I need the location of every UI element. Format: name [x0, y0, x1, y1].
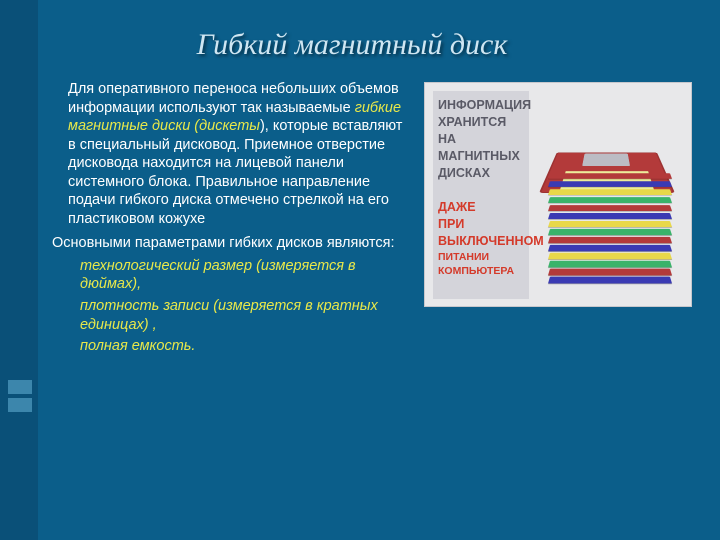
p1-post: ), которые вставляют в специальный диско…	[68, 118, 402, 227]
cap-l8: ПИТАНИИ КОМПЬЮТЕРА	[438, 250, 524, 278]
main-area: Гибкий магнитный диск Для оперативного п…	[38, 0, 720, 540]
rail-accent-1	[8, 380, 32, 394]
slide: Гибкий магнитный диск Для оперативного п…	[0, 0, 720, 540]
cap-l1: ИНФОРМАЦИЯ	[438, 97, 524, 114]
paragraph-1: Для оперативного переноса небольших объе…	[52, 80, 406, 228]
p1-pre: Для оперативного переноса небольших объе…	[68, 81, 399, 116]
floppy-stack-icon	[531, 89, 681, 299]
stacked-disk-icon	[548, 261, 672, 268]
stacked-disk-icon	[548, 269, 672, 276]
param-1: технологический размер (измеряется в дюй…	[80, 257, 406, 294]
stacked-disk-icon	[548, 173, 672, 178]
param-list: технологический размер (измеряется в дюй…	[52, 257, 406, 356]
cap-l3: МАГНИТНЫХ	[438, 148, 524, 165]
illustration: ИНФОРМАЦИЯ ХРАНИТСЯ НА МАГНИТНЫХ ДИСКАХ …	[424, 82, 692, 307]
cap-l4: ДИСКАХ	[438, 165, 524, 182]
stacked-disk-icon	[548, 237, 672, 243]
paragraph-2: Основными параметрами гибких дисков явля…	[52, 234, 406, 253]
cap-l2: ХРАНИТСЯ НА	[438, 114, 524, 148]
cap-l7: ВЫКЛЮЧЕННОМ	[438, 233, 524, 250]
text-column: Для оперативного переноса небольших объе…	[52, 80, 406, 520]
stacked-disk-icon	[548, 213, 672, 219]
left-rail	[0, 0, 38, 540]
cap-l5: ДАЖЕ	[438, 199, 524, 216]
stacked-disk-icon	[548, 197, 672, 203]
stacked-disk-icon	[548, 189, 672, 195]
slide-title: Гибкий магнитный диск	[52, 28, 692, 62]
content-row: Для оперативного переноса небольших объе…	[52, 80, 692, 520]
illustration-caption: ИНФОРМАЦИЯ ХРАНИТСЯ НА МАГНИТНЫХ ДИСКАХ …	[433, 91, 529, 299]
image-column: ИНФОРМАЦИЯ ХРАНИТСЯ НА МАГНИТНЫХ ДИСКАХ …	[424, 80, 692, 520]
param-2: плотность записи (измеряется в кратных е…	[80, 297, 406, 334]
rail-accent-2	[8, 398, 32, 412]
stacked-disk-icon	[548, 221, 672, 227]
stacked-disk-icon	[548, 229, 672, 235]
stacked-disk-icon	[548, 245, 672, 251]
stacked-disk-icon	[548, 277, 672, 284]
stacked-disk-icon	[548, 181, 672, 187]
stacked-disk-icon	[548, 253, 672, 260]
cap-l6: ПРИ	[438, 216, 524, 233]
stacked-disk-icon	[548, 205, 672, 211]
param-3: полная емкость.	[80, 337, 406, 356]
